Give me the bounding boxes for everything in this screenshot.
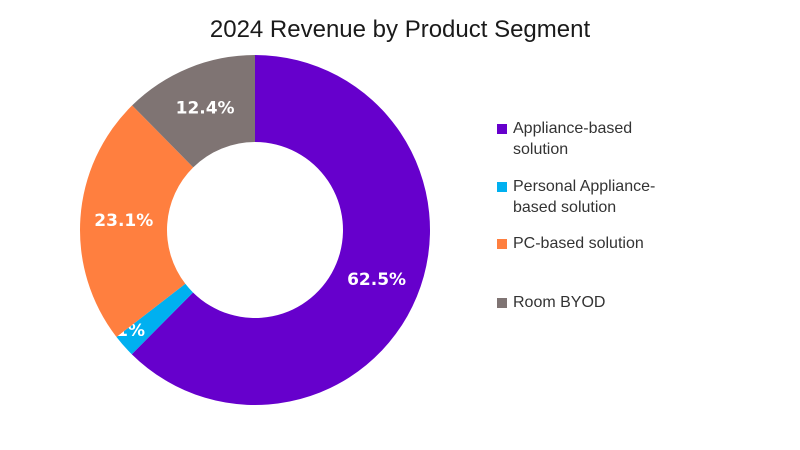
legend-swatch (497, 239, 507, 249)
legend-item-appliance: Appliance-based solution (497, 118, 673, 160)
donut-slice-appliance (131, 55, 430, 406)
slice-label-pc: 23.1% (94, 211, 153, 231)
chart-title: 2024 Revenue by Product Segment (209, 16, 591, 43)
slice-label-appliance: 62.5% (347, 270, 406, 290)
legend-item-room-byod: Room BYOD (497, 292, 673, 313)
donut-slice-personal-appliance (116, 283, 194, 355)
legend-item-pc: PC-based solution (497, 233, 673, 254)
donut-slice-pc (80, 105, 194, 337)
legend-item-personal-appliance: Personal Appliance- based solution (497, 176, 673, 218)
legend-label: PC-based solution (513, 235, 644, 252)
donut-slice-room-byod (132, 55, 255, 168)
legend-swatch (497, 124, 507, 134)
legend-label: Appliance-based solution (513, 120, 633, 158)
legend-label: Room BYOD (513, 294, 606, 311)
legend-swatch (497, 182, 507, 192)
legend-swatch (497, 298, 507, 308)
slice-label-room-byod: 12.4% (176, 98, 235, 118)
legend-label: Personal Appliance- based solution (513, 178, 656, 216)
